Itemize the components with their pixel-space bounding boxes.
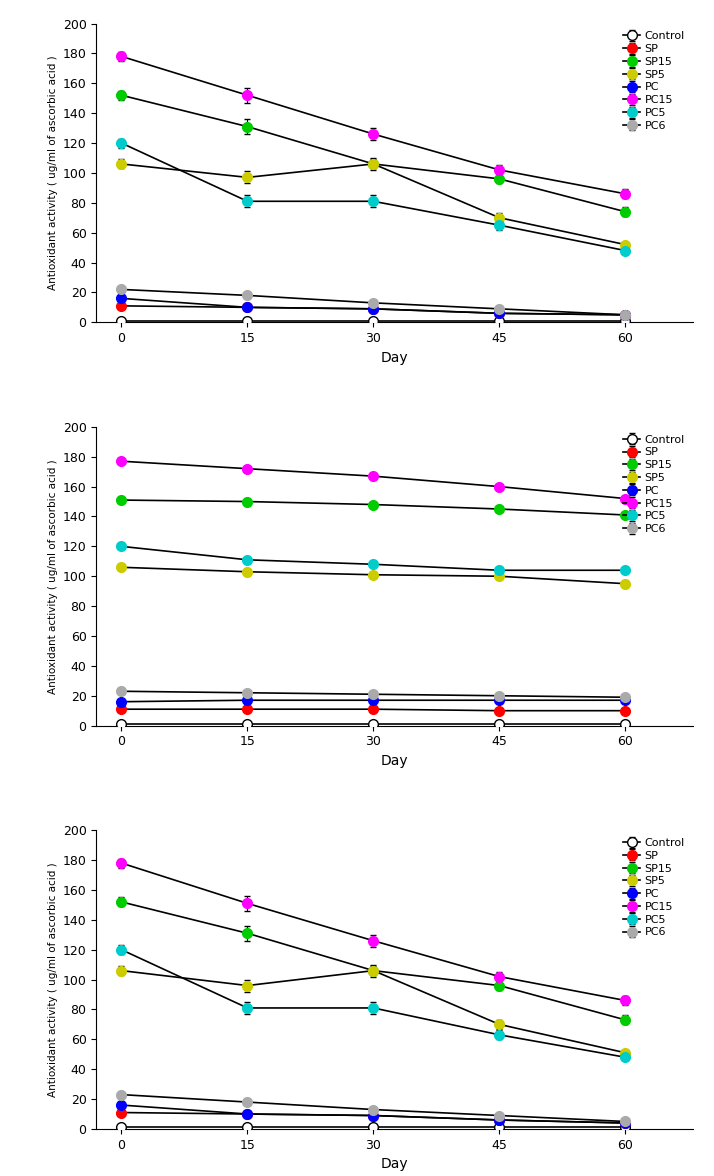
Y-axis label: Antioxidant activity ( ug/ml of ascorbic acid ): Antioxidant activity ( ug/ml of ascorbic…: [49, 459, 59, 694]
Text: B: B: [44, 543, 59, 561]
Y-axis label: Antioxidant activity ( ug/ml of ascorbic acid ): Antioxidant activity ( ug/ml of ascorbic…: [49, 55, 59, 290]
X-axis label: Day: Day: [381, 1157, 408, 1171]
X-axis label: Day: Day: [381, 350, 408, 365]
Legend: Control, SP, SP15, SP5, PC, PC15, PC5, PC6: Control, SP, SP15, SP5, PC, PC15, PC5, P…: [621, 433, 687, 536]
X-axis label: Day: Day: [381, 754, 408, 768]
Text: A: A: [45, 140, 59, 158]
Y-axis label: Antioxidant activity ( ug/ml of ascorbic acid ): Antioxidant activity ( ug/ml of ascorbic…: [49, 862, 59, 1097]
Legend: Control, SP, SP15, SP5, PC, PC15, PC5, PC6: Control, SP, SP15, SP5, PC, PC15, PC5, P…: [621, 29, 687, 133]
Text: C: C: [44, 947, 59, 964]
Text: (냉장): (냉장): [36, 593, 66, 608]
Legend: Control, SP, SP15, SP5, PC, PC15, PC5, PC6: Control, SP, SP15, SP5, PC, PC15, PC5, P…: [621, 836, 687, 940]
Text: (상온): (상온): [36, 189, 66, 205]
Text: (가속): (가속): [36, 996, 66, 1011]
